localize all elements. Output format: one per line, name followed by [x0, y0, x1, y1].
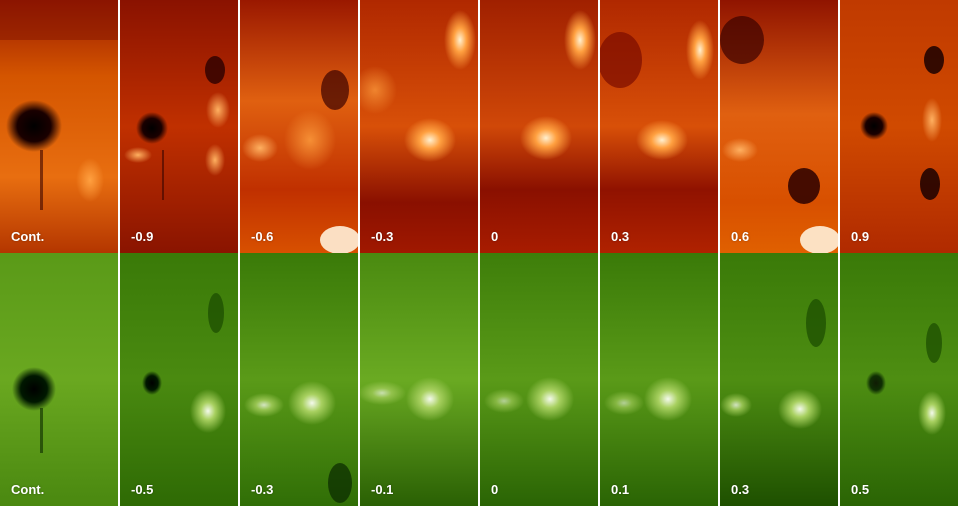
panel-label: -0.1	[371, 482, 394, 497]
panel-label: -0.6	[251, 229, 274, 244]
panel-bottom-1: -0.5	[120, 253, 238, 506]
top-row: Cont. -0.9	[0, 0, 958, 253]
panel-label: 0.1	[611, 482, 630, 497]
panel-label: 0.9	[851, 229, 870, 244]
panel-bottom-continuum: Cont.	[0, 253, 118, 506]
panel-top-7: 0.9	[840, 0, 958, 253]
panel-bottom-3: -0.1	[360, 253, 478, 506]
panel-image	[0, 0, 118, 253]
panel-image	[480, 0, 598, 253]
panel-image	[600, 253, 718, 506]
panel-label: 0.6	[731, 229, 750, 244]
panel-label: 0.3	[611, 229, 630, 244]
panel-image	[840, 253, 958, 506]
panel-image	[600, 0, 718, 253]
panel-top-5: 0.3	[600, 0, 718, 253]
panel-bottom-6: 0.3	[720, 253, 838, 506]
panel-image	[720, 253, 838, 506]
panel-image	[240, 253, 358, 506]
panel-bottom-2: -0.3	[240, 253, 358, 506]
panel-top-3: -0.3	[360, 0, 478, 253]
panel-label: 0	[491, 482, 499, 497]
panel-image	[0, 253, 118, 506]
panel-label: 0	[491, 229, 499, 244]
panel-top-2: -0.6	[240, 0, 358, 253]
panel-top-continuum: Cont.	[0, 0, 118, 253]
panel-label: Cont.	[11, 482, 45, 497]
panel-image	[480, 253, 598, 506]
panel-label: -0.5	[131, 482, 154, 497]
panel-bottom-5: 0.1	[600, 253, 718, 506]
panel-label: -0.3	[251, 482, 274, 497]
panel-image	[840, 0, 958, 253]
panel-bottom-4: 0	[480, 253, 598, 506]
panel-label: 0.3	[731, 482, 750, 497]
panel-image	[120, 253, 238, 506]
panel-label: Cont.	[11, 229, 45, 244]
panel-label: -0.3	[371, 229, 394, 244]
bottom-row: Cont. -0.5	[0, 253, 960, 506]
panel-image	[360, 0, 478, 253]
panel-image	[120, 0, 238, 253]
panel-label: 0.5	[851, 482, 870, 497]
panel-top-4: 0	[480, 0, 598, 253]
panel-top-1: -0.9	[120, 0, 238, 253]
panel-image	[720, 0, 838, 253]
panel-top-6: 0.6	[720, 0, 838, 253]
panel-bottom-7: 0.5	[840, 253, 958, 506]
panel-image	[360, 253, 478, 506]
panel-label: -0.9	[131, 229, 154, 244]
panel-image	[240, 0, 358, 253]
